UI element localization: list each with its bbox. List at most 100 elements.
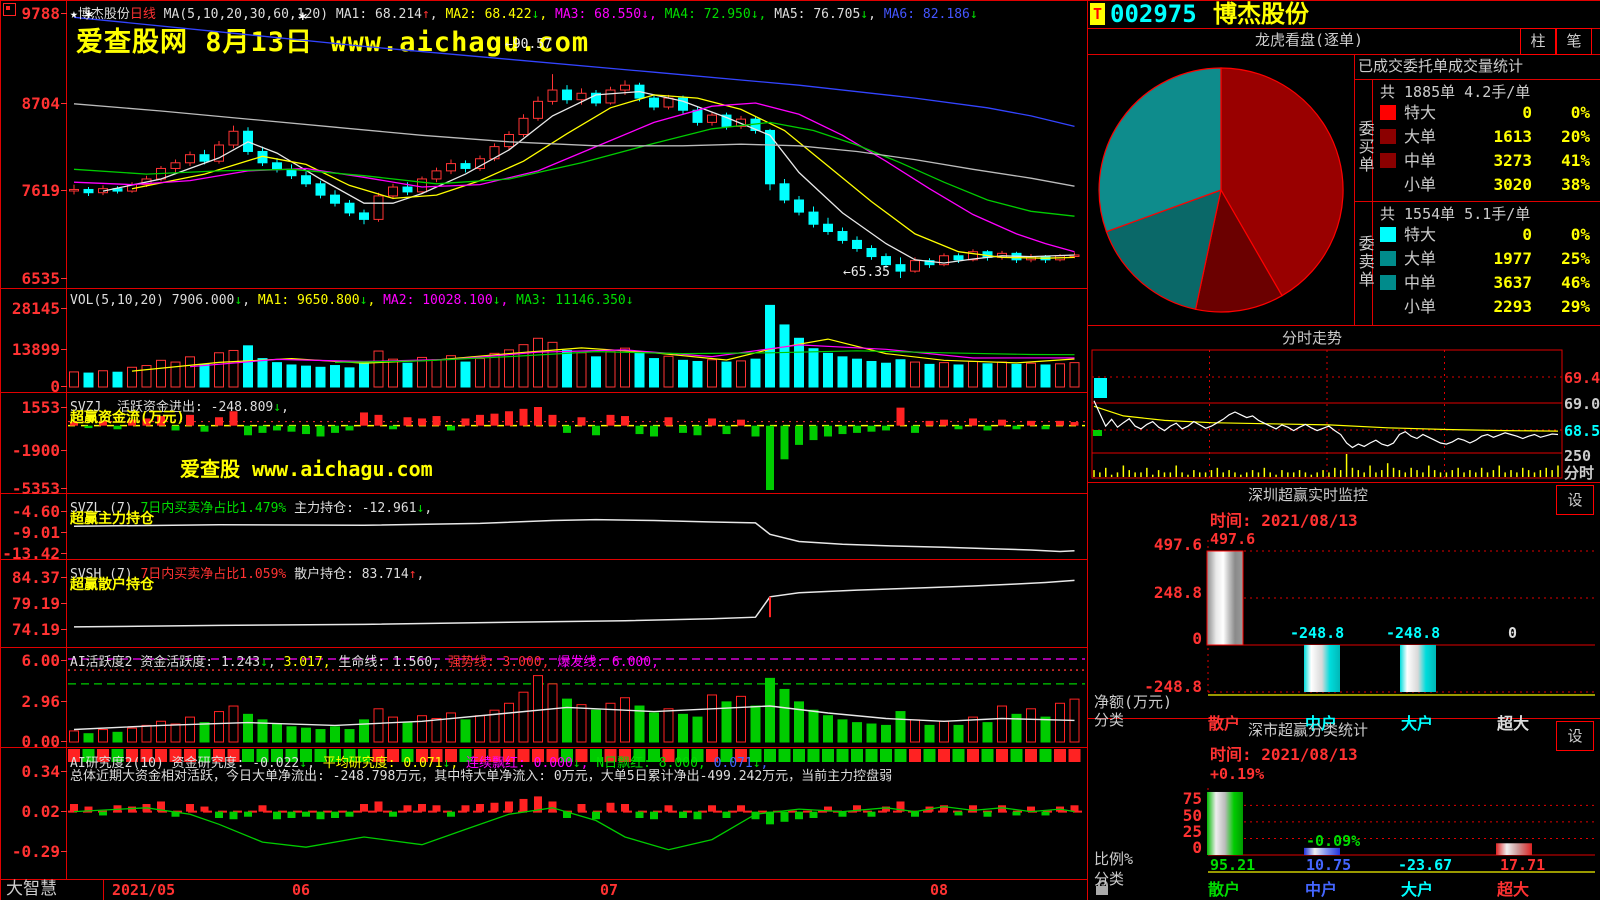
indicator-value: , bbox=[416, 567, 425, 582]
order-count: 1613 bbox=[1493, 127, 1532, 146]
tab-pen-mode[interactable]: 笔 bbox=[1556, 28, 1592, 55]
svzl-subtitle: 超赢主力持仓 bbox=[70, 511, 154, 527]
order-stat-row: 中单 3273 41% bbox=[1380, 152, 1594, 170]
order-size-swatch-icon bbox=[1380, 177, 1396, 192]
indicator-value: MA2: 10028.100 bbox=[383, 293, 493, 308]
y-axis-label: 6.00 bbox=[21, 651, 60, 670]
y-axis-label: 13899 bbox=[11, 340, 60, 359]
svzl-panel-header: SVZL (7) 7日内买卖净占比1.479% 主力持仓: -12.961↓, bbox=[70, 497, 432, 516]
bar-category-label: 散户 bbox=[1208, 880, 1241, 899]
indicator-value: ↓ bbox=[416, 501, 425, 516]
classify-title: 深市超赢分类统计 bbox=[1248, 721, 1369, 739]
svzj-panel-header: SVZJ 活跃资金进出: -248.809↓, bbox=[70, 396, 289, 415]
main-chart-header: ★博杰股份日线 MA(5,10,20,30,60,120) MA1: 68.21… bbox=[70, 3, 978, 22]
classify-settings-button[interactable]: 设 bbox=[1556, 721, 1594, 751]
monitor-settings-button[interactable]: 设 bbox=[1556, 485, 1594, 515]
indicator-value: , bbox=[267, 655, 284, 670]
order-count: 2293 bbox=[1493, 297, 1532, 316]
indicator-value: ↓ bbox=[359, 293, 368, 308]
svsh-subtitle: 超赢散户持仓 bbox=[70, 577, 154, 593]
indicator-value: ↓ bbox=[299, 756, 308, 771]
order-size-label: 小单 bbox=[1404, 175, 1437, 194]
indicator-value: AI活跃度2 资金活跃度: 1.243 bbox=[70, 655, 261, 670]
order-count: 3637 bbox=[1493, 273, 1532, 292]
y-axis-label: -5353 bbox=[11, 479, 60, 498]
app-brand: 大智慧 bbox=[6, 879, 57, 899]
indicator-value: MA1: 68.214 bbox=[335, 7, 422, 22]
main-force-position-line bbox=[73, 518, 1075, 553]
indicator-value: 0.071 bbox=[713, 756, 753, 771]
order-percent: 38% bbox=[1561, 175, 1590, 194]
y-axis-label: 84.37 bbox=[11, 568, 60, 587]
order-count: 3020 bbox=[1493, 175, 1532, 194]
intraday-axis-label: 250 bbox=[1564, 447, 1592, 465]
indicator-value: MA5: 76.705 bbox=[774, 7, 861, 22]
indicator-value: ↓ bbox=[442, 756, 451, 771]
monitor-unit-label: 净额(万元) bbox=[1094, 693, 1173, 711]
indicator-value: ↓ bbox=[750, 7, 759, 22]
y-axis-label: 8704 bbox=[21, 94, 60, 113]
order-stat-row: 特大 0 0% bbox=[1380, 226, 1594, 244]
intraday-prev-candle-fragment bbox=[1094, 378, 1107, 398]
indicator-value: ↓ bbox=[752, 756, 761, 771]
bar-category-label: 中户 bbox=[1305, 714, 1338, 733]
indicator-value: , bbox=[539, 7, 556, 22]
buy-side-label: 委买单 bbox=[1355, 120, 1375, 174]
indicator-value: , bbox=[580, 756, 597, 771]
bar-category-label: 散户 bbox=[1208, 714, 1241, 733]
monitor-title: 深圳超赢实时监控 bbox=[1248, 486, 1369, 504]
svzj-histogram bbox=[68, 407, 1085, 490]
lock-icon[interactable] bbox=[1096, 880, 1108, 895]
indicator-value: ↓ bbox=[572, 756, 581, 771]
indicator-value: 日线 bbox=[129, 7, 156, 22]
indicator-value: ↓ bbox=[234, 293, 243, 308]
bar-value-label: 17.71 bbox=[1500, 856, 1546, 874]
indicator-value: SVZJ 活跃资金进出: -248.809 bbox=[70, 400, 274, 415]
y-axis-label: -13.42 bbox=[2, 544, 60, 563]
sell-summary: 共 1554单 5.1手/单 bbox=[1380, 205, 1531, 223]
indicator-value: , bbox=[760, 756, 769, 771]
order-size-swatch-icon bbox=[1380, 299, 1396, 314]
order-size-swatch-icon bbox=[1380, 153, 1396, 168]
indicator-value: , bbox=[367, 293, 384, 308]
y-axis-label: -0.29 bbox=[11, 842, 60, 861]
indicator-value: MA3: 68.550 bbox=[555, 7, 642, 22]
order-size-swatch-icon bbox=[1380, 251, 1396, 266]
stock-code: 002975 bbox=[1110, 0, 1197, 28]
y-axis-label: 1553 bbox=[21, 398, 60, 417]
tab-bar-mode[interactable]: 柱 bbox=[1520, 28, 1556, 55]
indicator-value: MA2: 68.422 bbox=[445, 7, 532, 22]
monitor-bar-chart bbox=[1206, 540, 1595, 696]
monitor-xlabel: 分类 bbox=[1094, 711, 1125, 729]
classify-time: 时间: 2021/08/13 bbox=[1210, 745, 1358, 764]
indicator-value: MA3: 11146.350 bbox=[516, 293, 626, 308]
window-corner-icon[interactable] bbox=[3, 3, 16, 16]
classify-unit-label: 比例% bbox=[1094, 850, 1134, 868]
indicator-value: MA4: 72.950 bbox=[664, 7, 751, 22]
y-axis-label: 74.19 bbox=[11, 620, 60, 639]
order-size-swatch-icon bbox=[1380, 227, 1396, 242]
order-size-swatch-icon bbox=[1380, 275, 1396, 290]
annotation-low: ←65.35 bbox=[843, 265, 890, 280]
lhkp-title: 龙虎看盘(逐单) bbox=[1255, 31, 1364, 49]
annotation-high: ←90.57 bbox=[505, 37, 552, 52]
intraday-chart bbox=[1091, 349, 1563, 479]
indicator-value: , bbox=[758, 7, 775, 22]
order-size-label: 大单 bbox=[1404, 127, 1437, 146]
indicator-value: , bbox=[242, 293, 258, 308]
indicator-value: , bbox=[868, 7, 884, 22]
order-stat-row: 小单 2293 29% bbox=[1380, 298, 1594, 316]
sell-side-label: 委卖单 bbox=[1355, 235, 1375, 289]
indicator-value: , bbox=[429, 7, 446, 22]
order-count: 0 bbox=[1522, 103, 1532, 122]
intraday-axis-label: 分时 bbox=[1564, 464, 1595, 482]
chart-marker-icon: * bbox=[84, 7, 94, 26]
indicator-value: ↓ bbox=[260, 655, 268, 670]
y-axis-label: 79.19 bbox=[11, 594, 60, 613]
monitor-bar-top-value: 497.6 bbox=[1210, 530, 1256, 548]
y-axis-label: 6535 bbox=[21, 269, 60, 288]
order-size-label: 中单 bbox=[1404, 151, 1437, 170]
order-size-label: 特大 bbox=[1404, 225, 1437, 244]
